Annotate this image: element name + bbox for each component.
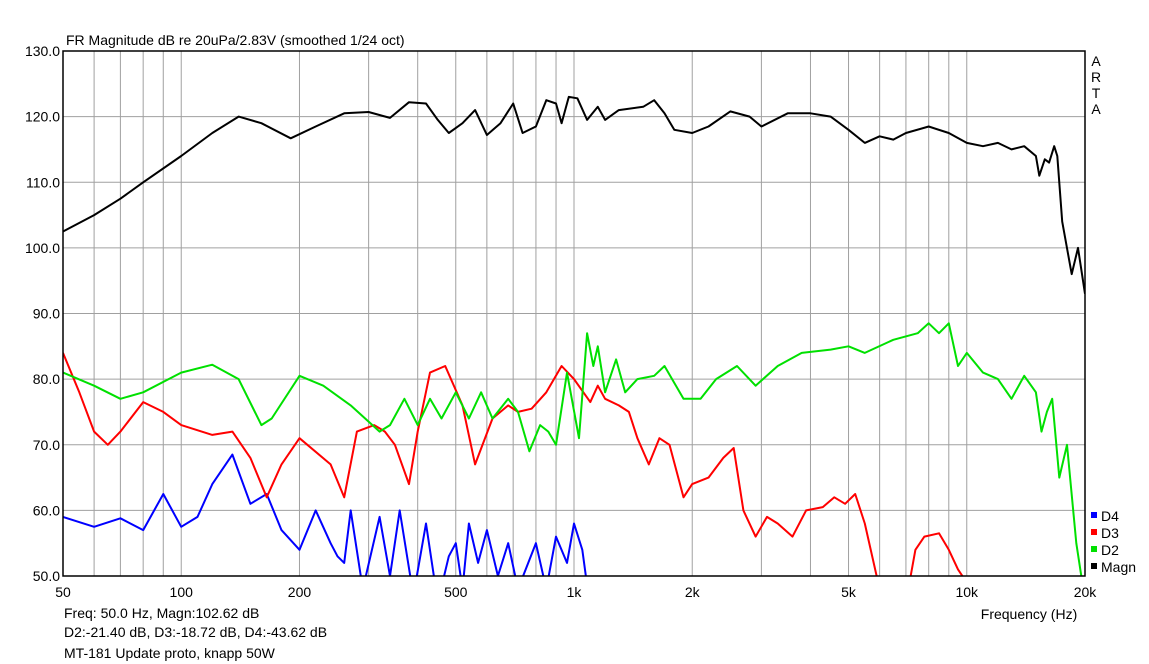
arta-letter: A <box>1091 53 1101 69</box>
x-tick-label: 10k <box>955 584 979 600</box>
grid <box>63 51 1085 576</box>
x-tick-label: 100 <box>170 584 194 600</box>
y-tick-label: 70.0 <box>33 437 60 453</box>
readout-line-1: Freq: 50.0 Hz, Magn:102.62 dB <box>64 605 260 621</box>
series-d2 <box>63 322 1083 576</box>
legend-swatch-d4 <box>1091 512 1097 518</box>
x-tick-label: 500 <box>444 584 468 600</box>
legend-swatch-d2 <box>1091 546 1097 552</box>
readout-line-2: D2:-21.40 dB, D3:-18.72 dB, D4:-43.62 dB <box>64 624 328 640</box>
arta-letter: R <box>1091 69 1101 85</box>
plot-frame <box>62 50 1086 577</box>
legend-label-d2: D2 <box>1101 542 1119 558</box>
legend-label-magn: Magn <box>1101 559 1136 575</box>
legend-swatch-d3 <box>1091 529 1097 535</box>
x-tick-label: 50 <box>55 584 71 600</box>
y-tick-label: 50.0 <box>33 568 60 584</box>
x-tick-label: 1k <box>567 584 583 600</box>
legend-label-d4: D4 <box>1101 508 1119 524</box>
caption: MT-181 Update proto, knapp 50W <box>64 645 275 661</box>
y-tick-label: 120.0 <box>25 109 60 125</box>
x-tick-label: 5k <box>841 584 857 600</box>
y-tick-label: 60.0 <box>33 502 60 518</box>
y-tick-label: 110.0 <box>26 174 60 190</box>
x-tick-label: 200 <box>288 584 312 600</box>
legend-label-d3: D3 <box>1101 525 1119 541</box>
series-d4 <box>63 453 587 576</box>
y-tick-label: 100.0 <box>25 240 60 256</box>
x-tick-label: 2k <box>685 584 701 600</box>
x-tick-label: 20k <box>1074 584 1098 600</box>
arta-letter: A <box>1091 101 1101 117</box>
legend-swatch-magn <box>1091 563 1097 569</box>
arta-letter: T <box>1092 85 1101 101</box>
series-d3 <box>63 352 964 576</box>
x-axis-label: Frequency (Hz) <box>981 606 1077 622</box>
chart-title: FR Magnitude dB re 20uPa/2.83V (smoothed… <box>66 32 405 48</box>
y-tick-label: 90.0 <box>33 306 60 322</box>
series-magn <box>63 95 1085 294</box>
y-tick-label: 130.0 <box>25 43 60 59</box>
y-tick-label: 80.0 <box>33 371 60 387</box>
curves <box>63 95 1085 576</box>
